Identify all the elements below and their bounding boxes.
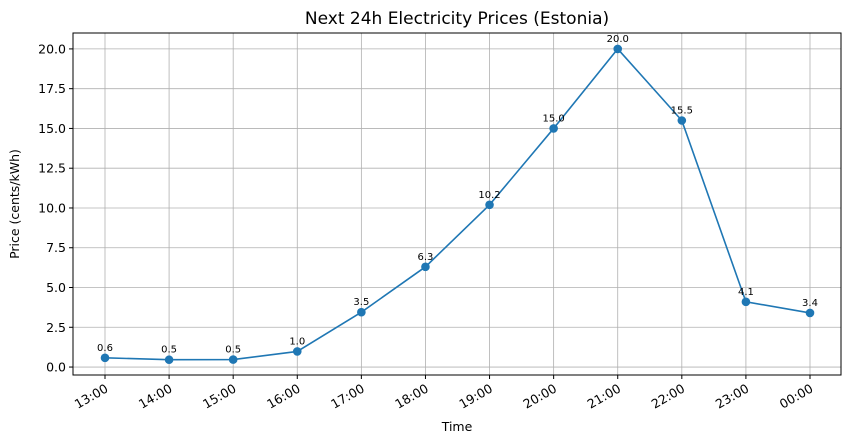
data-label: 3.4 xyxy=(802,298,818,309)
data-point xyxy=(677,116,687,125)
data-label: 10.2 xyxy=(478,190,500,201)
y-axis-ticks: 0.0 2.5 5.0 7.5 10.0 12.5 15.0 17.5 20.0 xyxy=(38,41,73,375)
data-point xyxy=(485,200,494,210)
x-tick-label: 00:00 xyxy=(777,381,816,412)
y-tick-label: 15.0 xyxy=(38,121,66,136)
x-tick-label: 17:00 xyxy=(328,381,367,412)
data-point xyxy=(228,355,238,364)
data-point xyxy=(549,124,558,133)
x-tick-label: 21:00 xyxy=(585,381,624,412)
y-tick-label: 20.0 xyxy=(38,41,66,56)
series-line xyxy=(104,47,811,361)
plot-frame xyxy=(72,32,842,376)
data-point xyxy=(100,353,110,363)
data-label: 6.3 xyxy=(418,252,434,263)
x-tick-label: 18:00 xyxy=(392,381,431,412)
data-label: 0.5 xyxy=(161,345,177,356)
y-tick-label: 0.0 xyxy=(46,360,66,375)
data-point xyxy=(292,347,302,356)
x-tick-label: 15:00 xyxy=(200,381,239,412)
data-point xyxy=(421,262,430,272)
x-tick-label: 19:00 xyxy=(456,381,495,412)
data-label: 20.0 xyxy=(607,34,629,45)
data-point xyxy=(741,297,751,307)
y-tick-label: 2.5 xyxy=(46,320,66,335)
x-tick-label: 14:00 xyxy=(136,381,175,412)
data-point xyxy=(613,44,623,54)
x-tick-label: 20:00 xyxy=(520,381,559,412)
series-group: 0.6 0.5 0.5 1.0 3.5 6.3 10.2 15.0 20.0 15.5 4.1 3.4 xyxy=(97,34,818,365)
x-axis-label: Time xyxy=(441,419,473,434)
y-tick-label: 10.0 xyxy=(38,200,66,215)
x-tick-label: 13:00 xyxy=(72,381,111,412)
data-label: 0.6 xyxy=(97,343,113,354)
data-point xyxy=(357,307,366,317)
data-point xyxy=(805,308,815,318)
data-label: 15.0 xyxy=(543,113,565,124)
data-label: 15.5 xyxy=(671,105,693,116)
y-axis-label: Price (cents/kWh) xyxy=(7,149,22,259)
data-label: 3.5 xyxy=(353,297,369,308)
y-tick-label: 17.5 xyxy=(38,81,66,96)
chart-title: Next 24h Electricity Prices (Estonia) xyxy=(305,9,609,29)
data-label: 4.1 xyxy=(738,287,754,298)
y-tick-label: 12.5 xyxy=(38,161,66,176)
data-label: 1.0 xyxy=(289,336,305,347)
y-tick-label: 7.5 xyxy=(46,240,66,255)
grid-lines xyxy=(73,33,841,375)
data-point xyxy=(164,355,174,365)
x-axis-ticks: 13:00 14:00 15:00 16:00 17:00 18:00 19:00 20:00… xyxy=(72,375,816,412)
data-label: 0.5 xyxy=(225,345,241,356)
x-tick-label: 23:00 xyxy=(713,381,752,412)
x-tick-label: 22:00 xyxy=(649,381,688,412)
x-tick-label: 16:00 xyxy=(264,381,303,412)
y-tick-label: 5.0 xyxy=(46,280,66,295)
